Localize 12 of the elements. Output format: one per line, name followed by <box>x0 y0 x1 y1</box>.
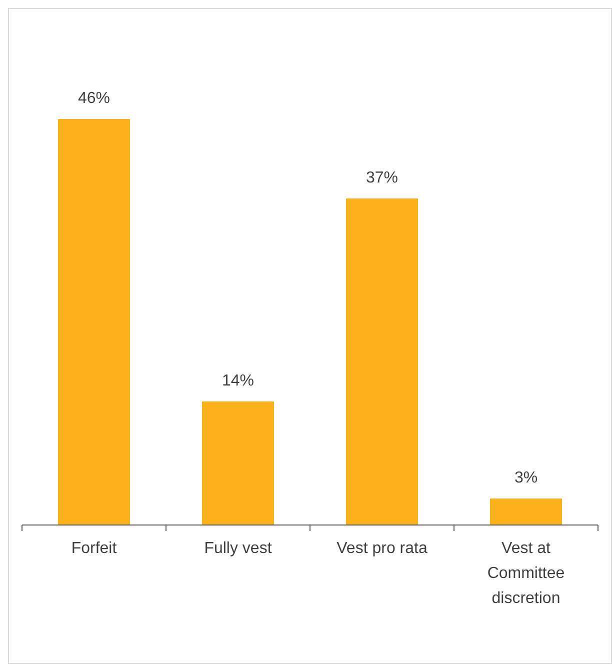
x-tick-label: Vest pro rata <box>336 540 428 557</box>
bar <box>58 119 130 525</box>
data-label: 37% <box>366 169 398 186</box>
x-tick-label: Vest at Committee discretion <box>487 540 565 607</box>
x-tick-label: Forfeit <box>71 540 118 557</box>
bar <box>490 498 562 525</box>
bar <box>346 198 418 525</box>
x-tick-label: Fully vest <box>204 540 272 557</box>
data-label: 46% <box>78 90 110 107</box>
bar <box>202 401 274 525</box>
data-label: 14% <box>222 372 254 390</box>
data-label: 3% <box>514 470 538 487</box>
